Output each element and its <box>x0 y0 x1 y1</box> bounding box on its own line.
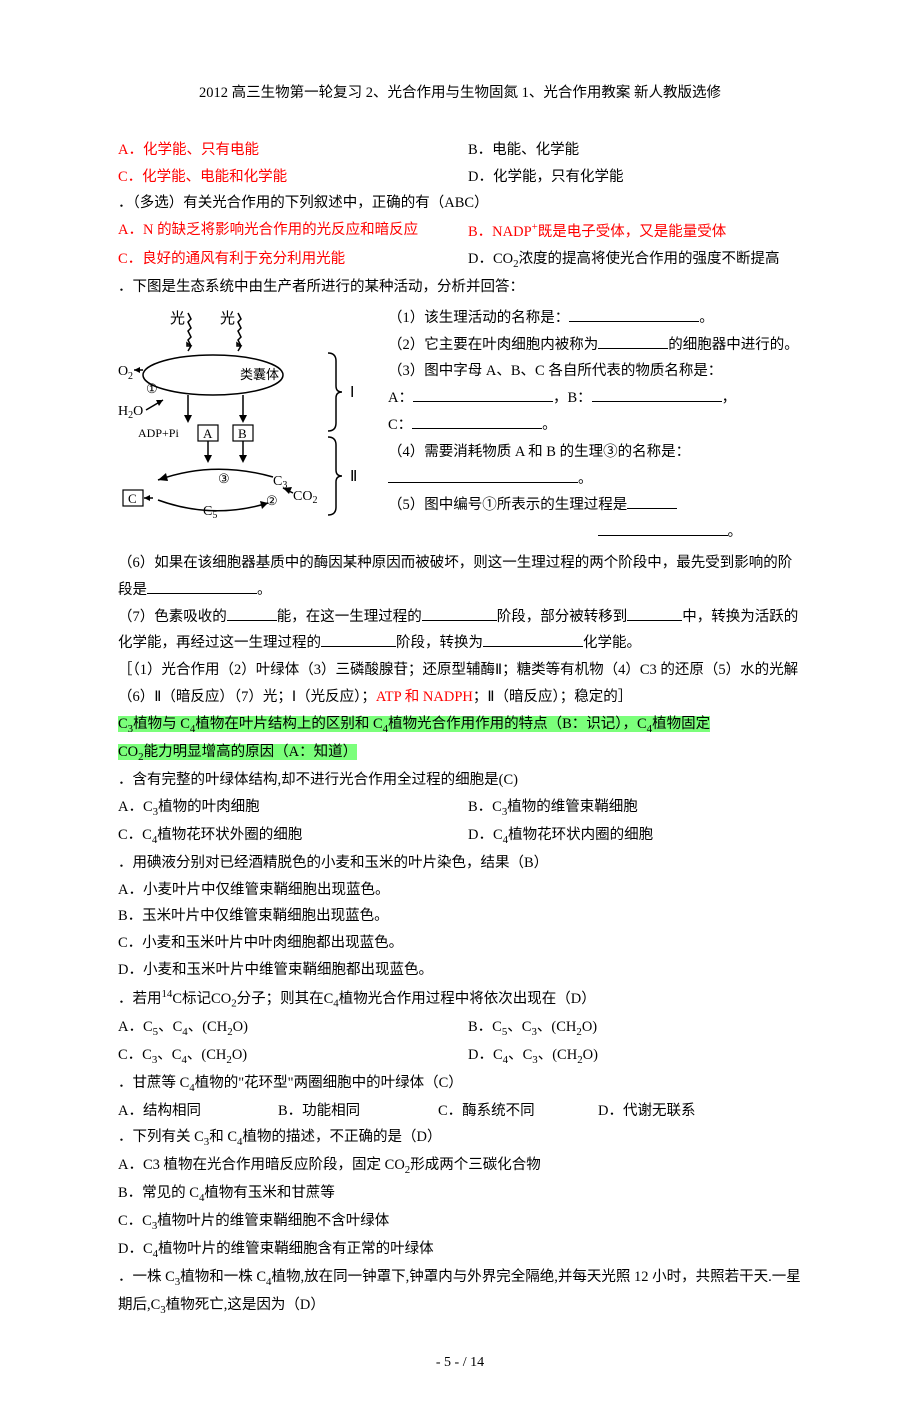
option-a: A．化学能、只有电能 <box>118 137 468 164</box>
option-c: C．良好的通风有利于充分利用光能 <box>118 246 468 274</box>
question-stem: ．若用14C标记CO2分子；则其在C4植物光合作用过程中将依次出现在（D） <box>118 984 802 1014</box>
option-b: B．玉米叶片中仅维管束鞘细胞出现蓝色。 <box>118 903 802 930</box>
option-a: A．C3植物的叶肉细胞 <box>118 794 468 822</box>
option-a: A．C5、C4、(CH2O) <box>118 1014 468 1042</box>
option-row: A．结构相同 B．功能相同 C．酶系统不同 D．代谢无联系 <box>118 1098 802 1125</box>
option-a: A．C3 植物在光合作用暗反应阶段，固定 CO2形成两个三碳化合物 <box>118 1152 802 1180</box>
option-c: C．酶系统不同 <box>438 1098 598 1125</box>
page-header: 2012 高三生物第一轮复习 2、光合作用与生物固氮 1、光合作用教案 新人教版… <box>118 80 802 107</box>
diagram-n3: ③ <box>218 471 230 486</box>
option-row: A．C5、C4、(CH2O) B．C5、C3、(CH2O) <box>118 1014 802 1042</box>
highlight-block-2: CO2能力明显增高的原因（A：知道） <box>118 739 802 767</box>
photosynthesis-diagram: 光 光 类囊体 O 2 ① H2O <box>118 305 378 545</box>
diagram-C: C <box>128 491 137 506</box>
option-c: C．C3植物叶片的维管束鞘细胞不含叶绿体 <box>118 1208 802 1236</box>
q-part-6: （6）如果在该细胞器基质中的酶因某种原因而被破坏，则这一生理过程的两个阶段中，最… <box>118 550 802 604</box>
option-d: D．小麦和玉米叶片中维管束鞘细胞都出现蓝色。 <box>118 957 802 984</box>
option-d: D．代谢无联系 <box>598 1098 758 1125</box>
diagram-o2-sub: 2 <box>128 371 133 382</box>
diagram-h2o: H2O <box>118 404 143 421</box>
question-stem: ．下图是生态系统中由生产者所进行的某种活动，分析并回答： <box>118 274 802 301</box>
q-part-1: （1）该生理活动的名称是：。 <box>388 305 802 332</box>
q-part-3-ab: A：，B：， <box>388 385 802 412</box>
option-c: C．C3、C4、(CH2O) <box>118 1042 468 1070</box>
diagram-c5: C5 <box>203 504 217 521</box>
option-d: D．CO2浓度的提高将使光合作用的强度不断提高 <box>468 246 802 274</box>
option-c: C．C4植物花环状外圈的细胞 <box>118 822 468 850</box>
q-part-3-c: C：。 <box>388 412 802 439</box>
question-stem: ．用碘液分别对已经酒精脱色的小麦和玉米的叶片染色，结果（B） <box>118 850 802 877</box>
option-d: D．化学能，只有化学能 <box>468 164 802 191</box>
option-b: B．常见的 C4植物有玉米和甘蔗等 <box>118 1180 802 1208</box>
page-footer: - 5 - / 14 <box>118 1350 802 1376</box>
option-b: B．功能相同 <box>278 1098 438 1125</box>
option-row: C．C4植物花环状外圈的细胞 D．C4植物花环状内圈的细胞 <box>118 822 802 850</box>
question-stem: ．下列有关 C3和 C4植物的描述，不正确的是（D） <box>118 1124 802 1152</box>
diagram-adp: ADP+Pi <box>138 426 179 440</box>
q-part-5: （5）图中编号①所表示的生理过程是 <box>388 492 802 519</box>
q-part-2: （2）它主要在叶肉细胞内被称为的细胞器中进行的。 <box>388 332 802 359</box>
option-c: C．化学能、电能和化学能 <box>118 164 468 191</box>
option-d: D．C4植物花环状内圈的细胞 <box>468 822 802 850</box>
diagram-questions: （1）该生理活动的名称是：。 （2）它主要在叶肉细胞内被称为的细胞器中进行的。 … <box>378 305 802 546</box>
option-d: D．C4植物叶片的维管束鞘细胞含有正常的叶绿体 <box>118 1236 802 1264</box>
question-stem: ．（多选）有关光合作用的下列叙述中，正确的有（ABC） <box>118 190 802 217</box>
option-row: C．化学能、电能和化学能 D．化学能，只有化学能 <box>118 164 802 191</box>
option-row: A．N 的缺乏将影响光合作用的光反应和暗反应 B．NADP+既是电子受体，又是能… <box>118 217 802 246</box>
highlight-block: C3植物与 C4植物在叶片结构上的区别和 C4植物光合作用作用的特点（B：识记）… <box>118 711 802 739</box>
question-stem: ．含有完整的叶绿体结构,却不进行光合作用全过程的细胞是(C) <box>118 767 802 794</box>
option-b: B．C3植物的维管束鞘细胞 <box>468 794 802 822</box>
diagram-n2: ② <box>266 493 278 508</box>
answer-block: ［（1）光合作用（2）叶绿体（3）三磷酸腺苷；还原型辅酶Ⅱ；糖类等有机物（4）C… <box>118 657 802 711</box>
diagram-B: B <box>238 426 247 441</box>
diagram-section: 光 光 类囊体 O 2 ① H2O <box>118 305 802 546</box>
option-a: A．N 的缺乏将影响光合作用的光反应和暗反应 <box>118 217 468 246</box>
diagram-A: A <box>203 426 213 441</box>
diagram-n1: ① <box>146 381 158 396</box>
option-b: B．电能、化学能 <box>468 137 802 164</box>
option-a: A．结构相同 <box>118 1098 278 1125</box>
option-row: A．C3植物的叶肉细胞 B．C3植物的维管束鞘细胞 <box>118 794 802 822</box>
diagram-o2: O <box>118 364 128 379</box>
option-c: C．小麦和玉米叶片中叶肉细胞都出现蓝色。 <box>118 930 802 957</box>
diagram-co2: CO2 <box>293 489 317 506</box>
option-b: B．NADP+既是电子受体，又是能量受体 <box>468 217 802 246</box>
q-part-7: （7）色素吸收的能，在这一生理过程的阶段，部分被转移到中，转换为活跃的化学能，再… <box>118 604 802 658</box>
diagram-light: 光 <box>170 310 185 327</box>
diagram-I: Ⅰ <box>350 385 354 401</box>
option-b: B．C5、C3、(CH2O) <box>468 1014 802 1042</box>
option-a: A．小麦叶片中仅维管束鞘细胞出现蓝色。 <box>118 877 802 904</box>
question-stem: ．甘蔗等 C4植物的"花环型"两圈细胞中的叶绿体（C） <box>118 1070 802 1098</box>
diagram-light: 光 <box>220 310 235 327</box>
diagram-thylakoid: 类囊体 <box>240 367 279 382</box>
q-part-4: （4）需要消耗物质 A 和 B 的生理③的名称是：。 <box>388 439 802 493</box>
option-d: D．C4、C3、(CH2O) <box>468 1042 802 1070</box>
document-page: 2012 高三生物第一轮复习 2、光合作用与生物固氮 1、光合作用教案 新人教版… <box>0 0 920 1416</box>
diagram-II: Ⅱ <box>350 469 357 485</box>
q-part-5-tail: 。 <box>388 519 802 546</box>
q-part-3: （3）图中字母 A、B、C 各自所代表的物质名称是： <box>388 358 802 385</box>
option-row: A．化学能、只有电能 B．电能、化学能 <box>118 137 802 164</box>
option-row: C．良好的通风有利于充分利用光能 D．CO2浓度的提高将使光合作用的强度不断提高 <box>118 246 802 274</box>
question-stem: ．一株 C3植物和一株 C4植物,放在同一钟罩下,钟罩内与外界完全隔绝,并每天光… <box>118 1264 802 1320</box>
option-row: C．C3、C4、(CH2O) D．C4、C3、(CH2O) <box>118 1042 802 1070</box>
